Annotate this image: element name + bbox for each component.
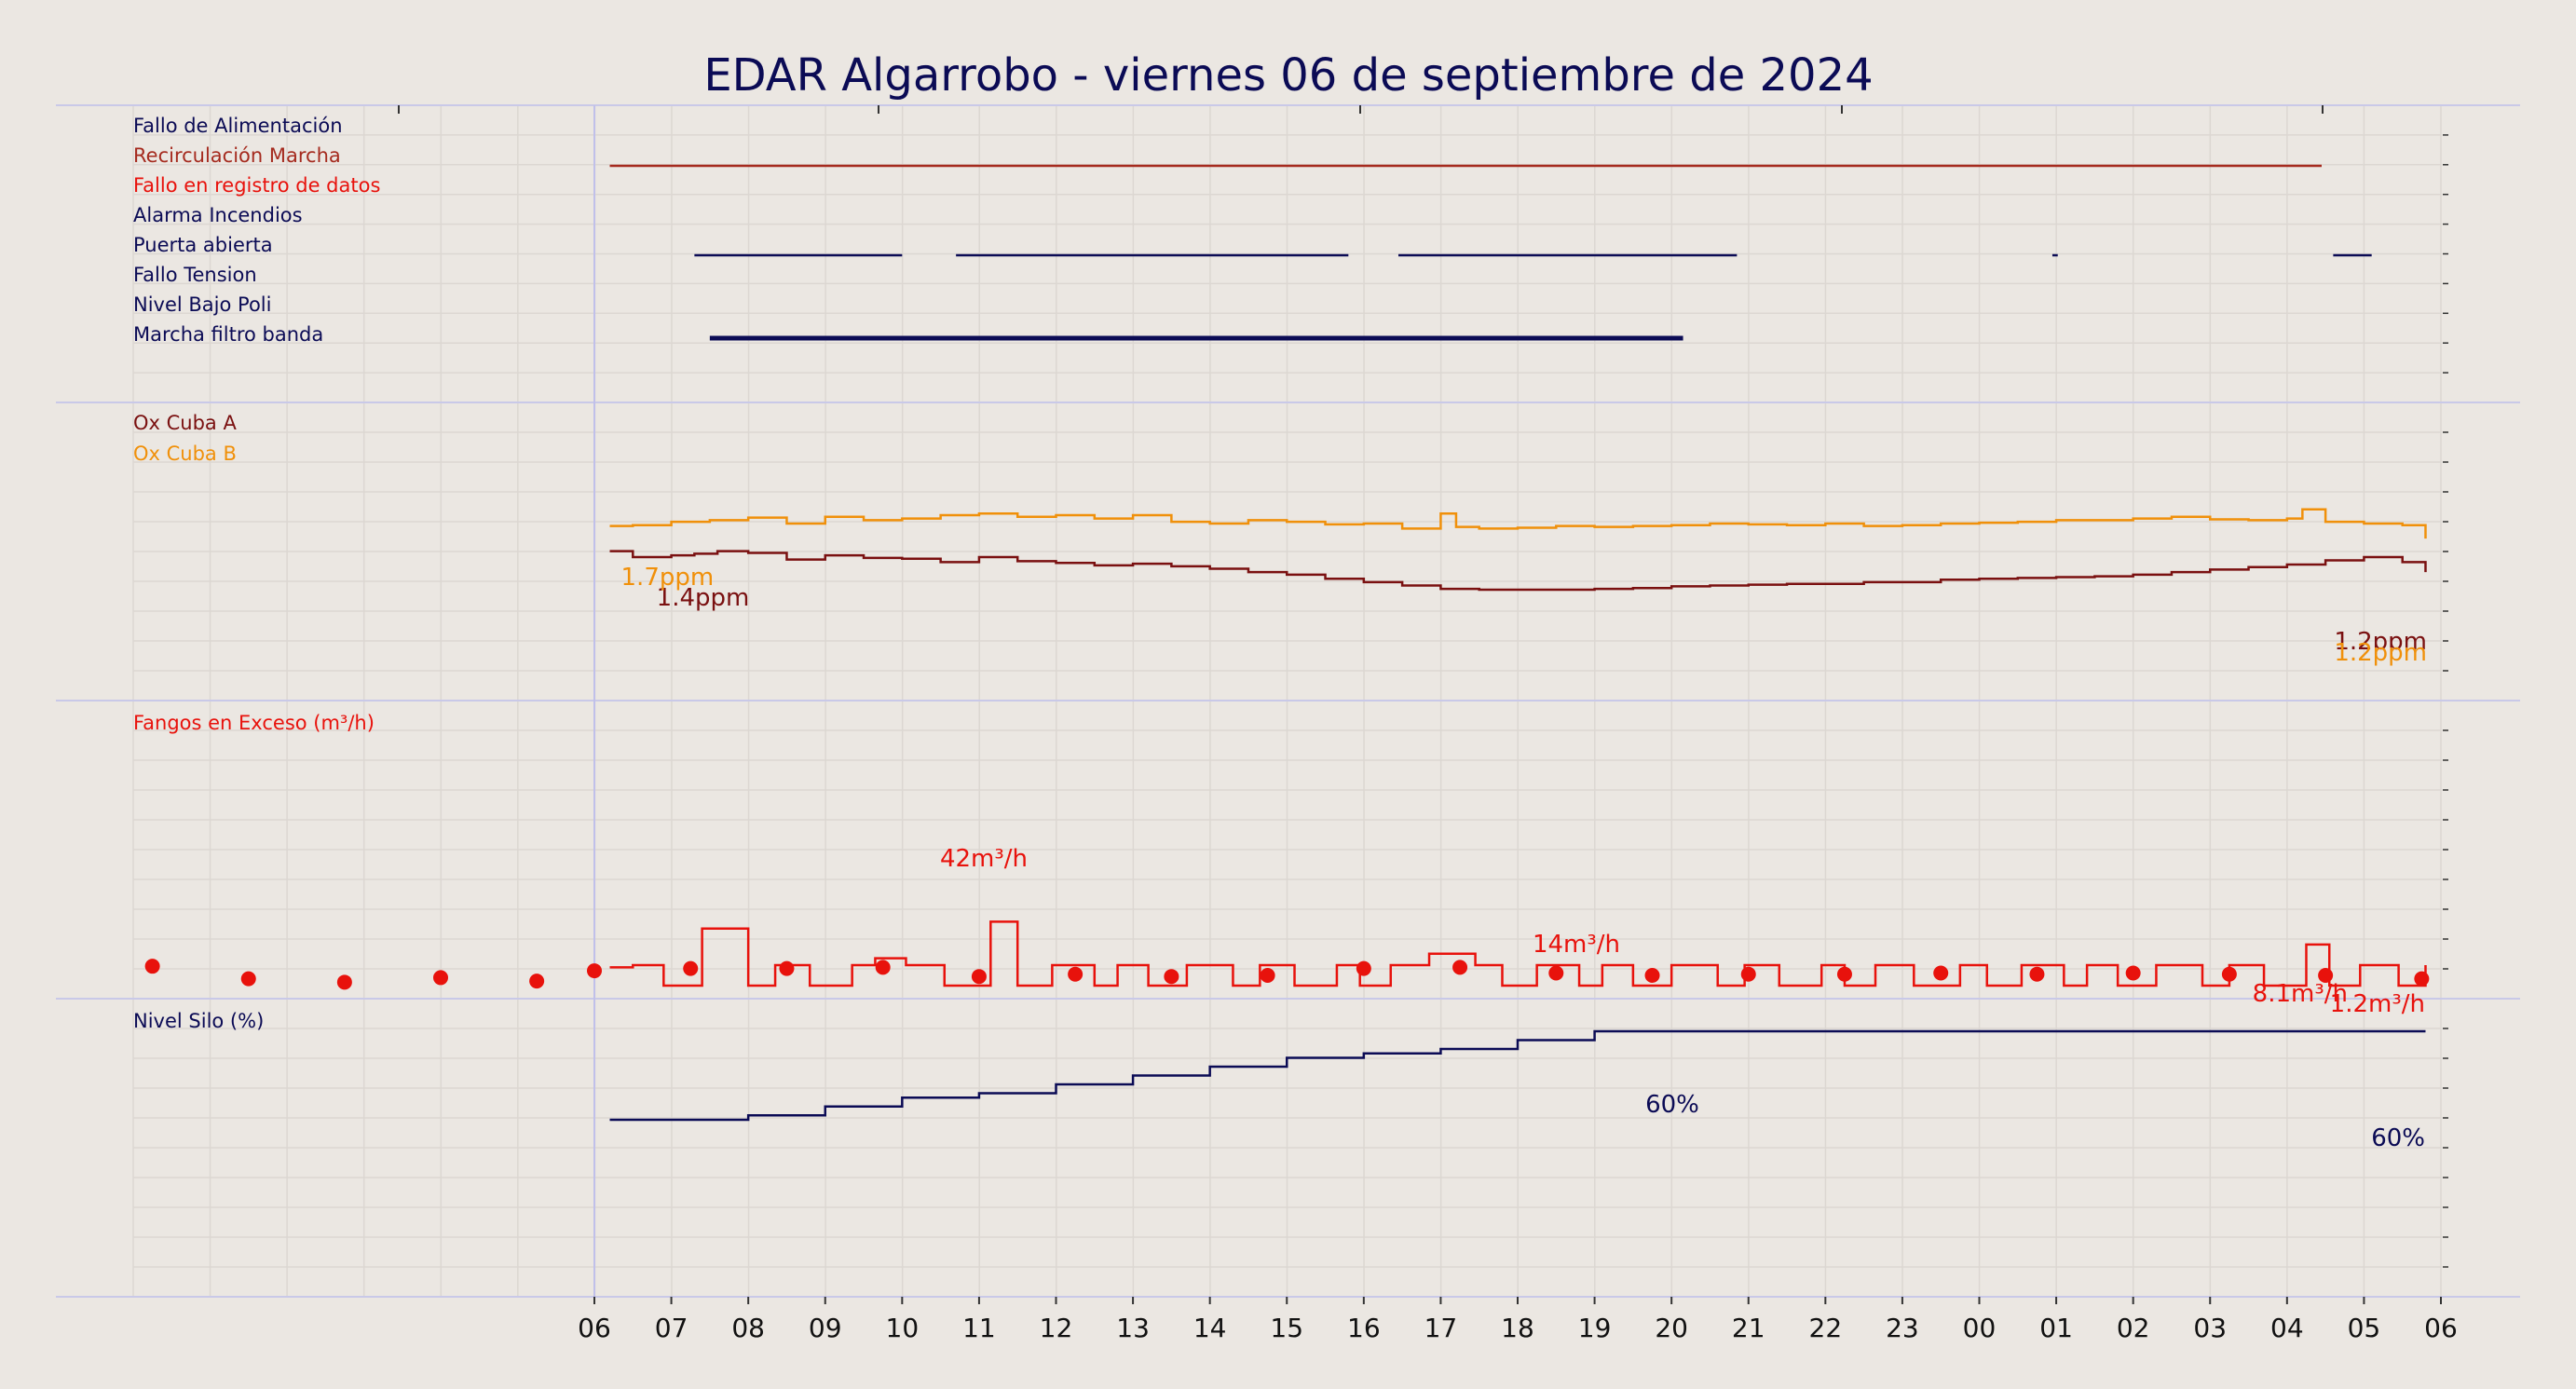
event-label: Fallo Tension: [133, 264, 257, 286]
series-line: [609, 920, 2427, 987]
x-tick-label: 14: [1193, 1313, 1227, 1343]
chart-title: EDAR Algarrobo - viernes 06 de septiembr…: [703, 49, 1873, 102]
data-point: [1356, 960, 1371, 976]
oxygen-panel: Ox Cuba A 1.4ppm 1.2ppm Ox Cuba B 1.7ppm 1.2p…: [133, 412, 2427, 667]
x-tick-label: 20: [1655, 1313, 1688, 1343]
data-point: [971, 969, 987, 985]
x-tick-label: 06: [578, 1313, 611, 1343]
event-label: Recirculación Marcha: [133, 144, 341, 167]
grid-lines: [56, 104, 2520, 1298]
end-label-b: 1.2m³/h: [2330, 990, 2425, 1018]
x-tick-label: 15: [1270, 1313, 1303, 1343]
x-tick-label: 08: [731, 1313, 765, 1343]
start-value-label: 1.7ppm: [621, 564, 715, 592]
data-point: [779, 960, 795, 976]
data-point: [1068, 966, 1084, 982]
data-point: [433, 970, 448, 986]
x-tick-label: 02: [2117, 1313, 2150, 1343]
data-point: [1836, 966, 1852, 982]
x-axis: 06 07 08 09 10 11 12 13 14 15 16 17 18 19 20 21 22 23 00 01…: [578, 1297, 2458, 1343]
x-tick-label: 12: [1040, 1313, 1073, 1343]
event-label: Marcha filtro banda: [133, 323, 323, 346]
x-tick-label: 11: [962, 1313, 996, 1343]
data-point: [1164, 969, 1179, 985]
data-point: [2414, 971, 2430, 987]
series-line: [609, 508, 2427, 539]
data-point: [2029, 966, 2045, 982]
data-point: [1260, 967, 1275, 983]
data-point: [529, 974, 545, 989]
peak-label: 42m³/h: [940, 845, 1028, 873]
data-point: [1644, 967, 1660, 983]
series-legend: Ox Cuba A: [133, 412, 237, 434]
x-tick-label: 18: [1501, 1313, 1534, 1343]
x-tick-label: 04: [2270, 1313, 2304, 1343]
data-point: [2221, 966, 2237, 982]
x-tick-label: 17: [1424, 1313, 1458, 1343]
data-point: [1452, 960, 1468, 975]
data-point: [144, 959, 160, 974]
data-point: [683, 960, 699, 976]
event-label: Alarma Incendios: [133, 204, 303, 226]
x-tick-label: 16: [1347, 1313, 1381, 1343]
fangos-panel: Fangos en Exceso (m³/h) 42m³/h 14m³/h 8.1m³…: [133, 712, 2430, 1018]
grid: [56, 104, 2520, 1298]
data-point: [1740, 966, 1756, 982]
data-point: [2318, 967, 2334, 983]
x-tick-label: 00: [1963, 1313, 1997, 1343]
x-tick-label: 10: [886, 1313, 920, 1343]
series-line: [609, 550, 2427, 592]
data-point: [1548, 965, 1564, 981]
end-label-a: 8.1m³/h: [2253, 980, 2348, 1008]
data-point: [336, 974, 352, 990]
data-point: [875, 960, 891, 975]
event-label: Fallo en registro de datos: [133, 174, 380, 197]
event-label: Nivel Bajo Poli: [133, 293, 271, 316]
x-tick-label: 05: [2348, 1313, 2381, 1343]
x-tick-label: 03: [2193, 1313, 2227, 1343]
x-tick-label: 19: [1578, 1313, 1612, 1343]
x-tick-label: 07: [655, 1313, 688, 1343]
series-legend: Fangos en Exceso (m³/h): [133, 712, 375, 734]
data-point: [2125, 965, 2141, 981]
mid-label: 14m³/h: [1533, 931, 1620, 959]
series-line: [609, 1029, 2426, 1122]
panels: Fallo de Alimentación Recirculación March…: [133, 115, 2430, 1152]
x-tick-label: 22: [1809, 1313, 1843, 1343]
x-tick-label: 09: [809, 1313, 842, 1343]
mid-value-label: 60%: [1645, 1091, 1699, 1119]
x-tick-label: 01: [2039, 1313, 2073, 1343]
data-point: [587, 963, 602, 979]
x-tick-label: 06: [2424, 1313, 2458, 1343]
end-value-label: 1.2ppm: [2334, 639, 2427, 667]
end-value-label: 60%: [2371, 1124, 2425, 1152]
x-tick-label: 23: [1886, 1313, 1919, 1343]
events-panel: Fallo de Alimentación Recirculación March…: [133, 115, 2372, 346]
event-label: Puerta abierta: [133, 234, 273, 256]
event-label: Fallo de Alimentación: [133, 115, 343, 137]
data-point: [1933, 965, 1949, 981]
x-tick-label: 21: [1732, 1313, 1765, 1343]
silo-panel: Nivel Silo (%) 60% 60%: [133, 1010, 2426, 1152]
end-value-label: 1.2ppm: [2334, 628, 2427, 656]
start-value-label: 1.4ppm: [657, 584, 750, 612]
series-legend: Nivel Silo (%): [133, 1010, 264, 1032]
x-tick-label: 13: [1116, 1313, 1150, 1343]
series-legend: Ox Cuba B: [133, 443, 237, 465]
data-point: [240, 971, 256, 987]
